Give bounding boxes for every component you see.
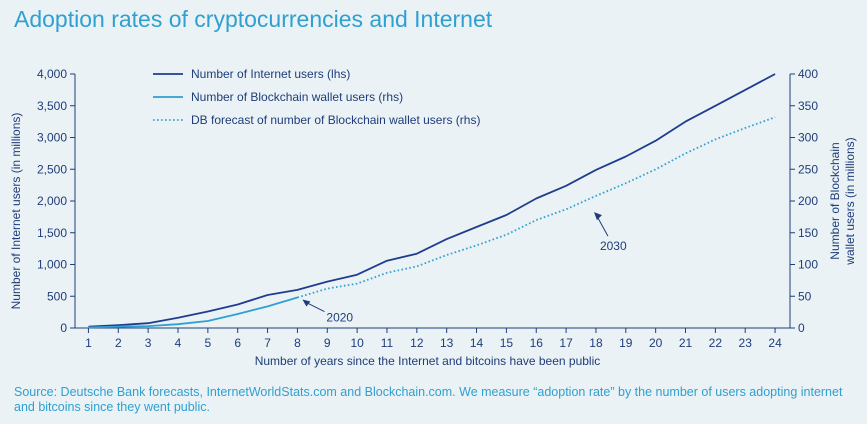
x-tick-label: 12 (410, 336, 424, 350)
x-tick-label: 11 (381, 336, 394, 350)
annotation-label-2030: 2030 (600, 239, 627, 253)
y2-axis-label-line1: Number of Blockchain (828, 142, 842, 259)
x-tick-label: 1 (85, 336, 92, 350)
legend-label-2: Number of Blockchain wallet users (rhs) (191, 90, 403, 104)
right-tick-label: 0 (798, 321, 805, 335)
x-tick-label: 18 (589, 336, 603, 350)
chart-title: Adoption rates of cryptocurrencies and I… (14, 6, 493, 32)
series-line-3 (297, 116, 776, 299)
series-line-1 (88, 73, 776, 328)
right-tick-label: 50 (798, 289, 812, 303)
series-line-2 (88, 296, 298, 329)
x-tick-label: 5 (205, 336, 212, 350)
x-tick-label: 8 (294, 336, 301, 350)
annotation-arrowhead-2030 (593, 212, 602, 221)
x-tick-label: 2 (115, 336, 122, 350)
left-tick-label: 2,000 (37, 194, 67, 208)
right-tick-label: 250 (798, 162, 818, 176)
left-tick-label: 1,000 (37, 258, 67, 272)
annotation-label-2020: 2020 (326, 311, 353, 325)
right-tick-label: 150 (798, 226, 818, 240)
x-tick-label: 15 (500, 336, 514, 350)
legend-label-3: DB forecast of number of Blockchain wall… (191, 113, 480, 127)
left-tick-label: 500 (47, 289, 67, 303)
x-tick-label: 20 (649, 336, 663, 350)
right-tick-label: 300 (798, 131, 818, 145)
x-tick-label: 10 (350, 336, 364, 350)
x-tick-label: 6 (234, 336, 241, 350)
x-tick-label: 22 (709, 336, 723, 350)
x-tick-label: 3 (145, 336, 152, 350)
x-tick-label: 7 (264, 336, 271, 350)
legend-label-1: Number of Internet users (lhs) (191, 67, 350, 81)
y2-axis-label-line2: wallet users (in millions) (843, 137, 857, 265)
x-tick-label: 9 (324, 336, 331, 350)
x-tick-label: 17 (559, 336, 573, 350)
x-tick-label: 13 (440, 336, 454, 350)
x-tick-label: 14 (470, 336, 484, 350)
annotation-arrow-2030 (596, 215, 609, 237)
left-tick-label: 4,000 (37, 67, 67, 81)
annotation-arrowhead-2020 (302, 299, 311, 307)
right-tick-label: 350 (798, 99, 818, 113)
x-tick-label: 4 (175, 336, 182, 350)
x-tick-label: 19 (619, 336, 633, 350)
left-tick-label: 3,500 (37, 99, 67, 113)
x-axis-label: Number of years since the Internet and b… (255, 354, 601, 368)
x-tick-label: 21 (679, 336, 693, 350)
left-tick-label: 3,000 (37, 131, 67, 145)
x-tick-label: 16 (530, 336, 544, 350)
left-tick-label: 2,500 (37, 162, 67, 176)
annotation-arrow-2020 (306, 302, 325, 312)
right-tick-label: 400 (798, 67, 818, 81)
right-tick-label: 200 (798, 194, 818, 208)
left-tick-label: 1,500 (37, 226, 67, 240)
left-tick-label: 0 (60, 321, 67, 335)
x-tick-label: 24 (768, 336, 782, 350)
right-tick-label: 100 (798, 258, 818, 272)
x-tick-label: 23 (739, 336, 753, 350)
source-note: Source: Deutsche Bank forecasts, Interne… (14, 385, 843, 414)
y-axis-label: Number of Internet users (in millions) (9, 113, 23, 310)
